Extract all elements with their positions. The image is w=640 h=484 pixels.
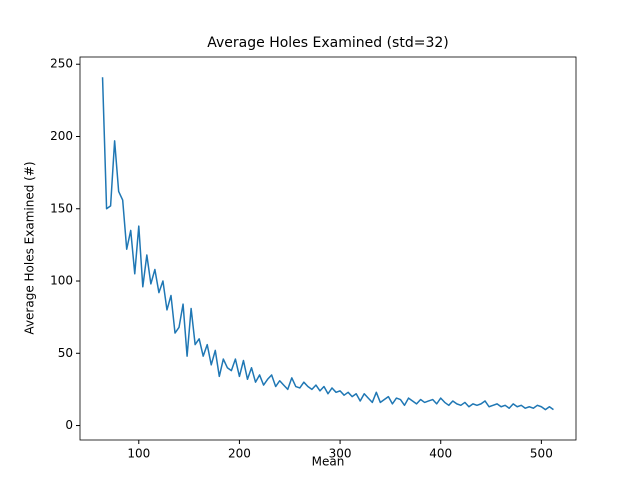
x-tick-label: 400	[429, 447, 452, 461]
y-tick-label: 250	[50, 57, 73, 71]
x-tick-label: 200	[228, 447, 251, 461]
chart-title: Average Holes Examined (std=32)	[207, 35, 448, 51]
line-series	[101, 77, 554, 411]
y-tick-label: 50	[58, 346, 73, 360]
y-tick-label: 100	[50, 274, 73, 288]
x-tick-label: 500	[530, 447, 553, 461]
y-tick-label: 150	[50, 201, 73, 215]
x-axis-label: Mean	[312, 455, 345, 469]
y-tick-label: 200	[50, 129, 73, 143]
x-tick-label: 300	[329, 447, 352, 461]
x-tick-label: 100	[127, 447, 150, 461]
y-axis-label: Average Holes Examined (#)	[23, 161, 37, 334]
y-tick-label: 0	[65, 418, 73, 432]
axes-frame	[79, 56, 577, 441]
